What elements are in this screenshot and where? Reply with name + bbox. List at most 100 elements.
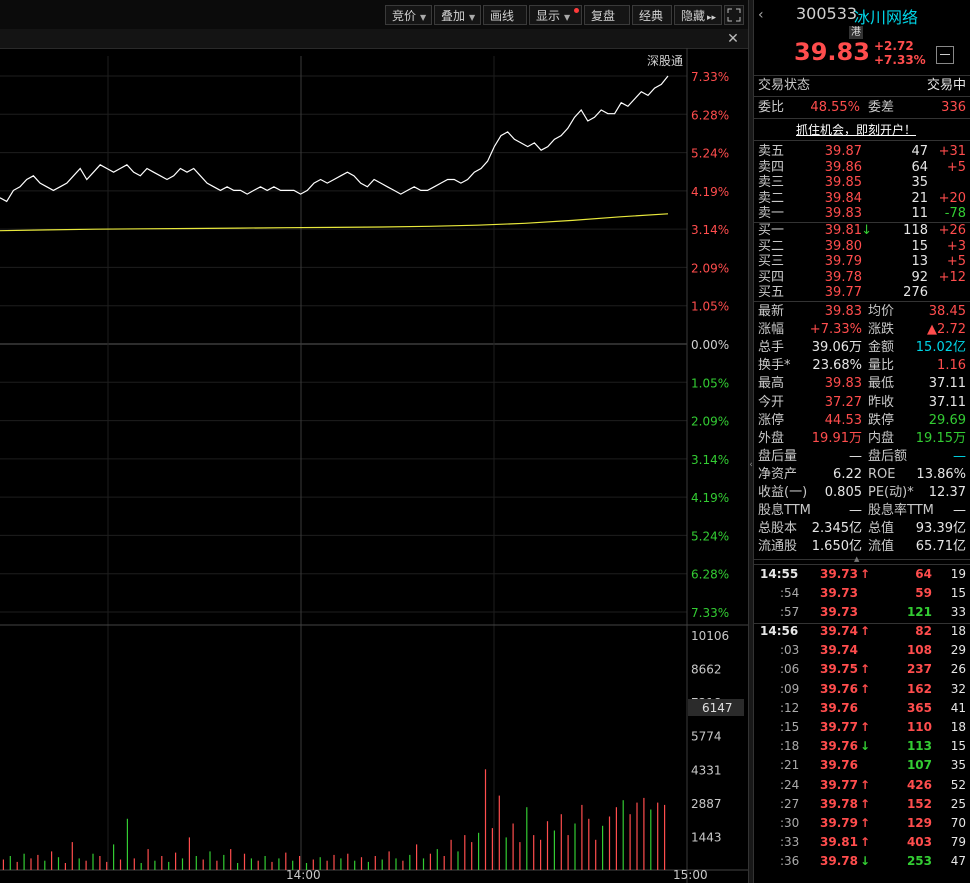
stat-label: ROE	[868, 466, 896, 482]
bids-volume: 118	[903, 223, 928, 238]
stat-value: —	[953, 448, 966, 464]
intraday-chart[interactable]: 7.33% 6.28% 5.24% 4.19% 3.14% 2.09% 1.05% 0.00%…	[0, 48, 748, 883]
stat-label: 涨跌	[868, 322, 895, 338]
asks-volume: 11	[911, 206, 928, 222]
tick-count: 41	[950, 700, 966, 715]
tick-row: :24 39.77 ↑ 426 52	[758, 776, 968, 795]
price-axis-label: 4.19%	[691, 185, 729, 199]
stat-label: 最高	[758, 376, 785, 392]
asks-change: +20	[938, 190, 966, 206]
stat-value: 15.02亿	[915, 340, 966, 356]
toolbar-button-5[interactable]: 经典	[632, 5, 672, 25]
tick-price: 39.76	[820, 681, 858, 696]
close-icon[interactable]: ✕	[727, 31, 739, 47]
tick-time: 14:56	[760, 624, 799, 638]
stats-row: 收益(一) 0.805 PE(动)* 12.37	[758, 484, 966, 502]
fullscreen-icon[interactable]	[724, 5, 744, 25]
asks-price: 39.85	[824, 175, 862, 191]
tick-time: :06	[780, 662, 800, 677]
up-arrow-icon: ↑	[860, 777, 871, 792]
panel-splitter[interactable]	[748, 0, 754, 883]
toolbar-button-6[interactable]: 隐藏 ▸▸	[674, 5, 722, 25]
stat-label: 涨停	[758, 412, 785, 428]
asks-row[interactable]: 卖四 39.86 64 +5	[758, 160, 966, 176]
hide-arrows-icon: ▸▸	[707, 13, 717, 23]
bids-row[interactable]: 买一 39.81 ↓ 118 +26	[758, 223, 966, 239]
price-axis-label: 7.33%	[691, 606, 729, 620]
asks-label: 卖五	[758, 144, 785, 159]
stats-row: 最高 39.83 最低 37.11	[758, 375, 966, 393]
tick-row: :30 39.79 ↑ 129 70	[758, 814, 968, 833]
price-axis-label: 1.05%	[691, 300, 729, 314]
bids-row[interactable]: 买四 39.78 92 +12	[758, 270, 966, 286]
stat-label: 股息率TTM	[868, 503, 934, 519]
stat-value: 38.45	[928, 304, 966, 319]
bids-price: 39.79	[824, 254, 862, 270]
chart-subbar	[0, 29, 748, 49]
asks-label: 卖二	[758, 190, 785, 206]
price-axis-label: 3.14%	[691, 453, 729, 467]
time-label: 14:00	[286, 868, 321, 882]
asks-row[interactable]: 卖一 39.83 11 -78	[758, 206, 966, 222]
stat-value: 39.83	[824, 376, 862, 392]
tick-separator	[754, 623, 970, 624]
stats-row: 今开 37.27 昨收 37.11	[758, 394, 966, 412]
stat-value: 23.68%	[812, 358, 862, 374]
stats-row: 换手* 23.68% 量比 1.16	[758, 357, 966, 375]
tick-volume: 110	[906, 720, 932, 734]
tick-price: 39.73	[820, 605, 858, 620]
splitter-arrow-icon[interactable]: ‹	[749, 460, 753, 470]
asks-change: +31	[938, 144, 966, 159]
stat-label: 换手*	[758, 358, 791, 374]
stat-label: 流值	[868, 539, 895, 555]
bids-row[interactable]: 买三 39.79 13 +5	[758, 254, 966, 270]
tick-volume: 253	[906, 854, 932, 869]
asks-row[interactable]: 卖五 39.87 47 +31	[758, 144, 966, 160]
asks-row[interactable]: 卖二 39.84 21 +20	[758, 191, 966, 207]
collapse-arrow-icon[interactable]: ▲	[854, 555, 860, 563]
tick-price: 39.81	[820, 835, 858, 850]
tick-price: 39.76	[820, 758, 858, 773]
stat-label: 盘后量	[758, 448, 798, 464]
stats-row: 外盘 19.91万 内盘 19.15万	[758, 430, 966, 448]
tick-volume: 64	[915, 567, 932, 581]
open-account-link[interactable]: 抓住机会，即刻开户！	[796, 123, 917, 137]
stat-value: 37.11	[928, 394, 966, 410]
tick-volume: 129	[906, 816, 932, 830]
asks-label: 卖四	[758, 159, 785, 175]
down-arrow-icon: ↓	[860, 854, 871, 869]
toolbar-button-label: 经典	[639, 9, 664, 23]
stat-value: 0.805	[824, 485, 862, 500]
volume-marker: 6147	[702, 701, 733, 715]
toolbar-button-1[interactable]: 叠加 ▼	[434, 5, 481, 25]
toolbar-button-0[interactable]: 竞价 ▼	[385, 5, 432, 25]
tick-volume: 108	[906, 643, 932, 658]
bids-row[interactable]: 买五 39.77 276	[758, 285, 966, 301]
tick-time: :36	[780, 854, 800, 869]
bids-volume: 15	[911, 238, 928, 254]
tick-count: 47	[950, 854, 966, 869]
stat-label: 均价	[868, 304, 895, 319]
toolbar-button-2[interactable]: 画线	[483, 5, 527, 25]
tick-row: 14:56 39.74 ↑ 82 18	[758, 622, 968, 641]
stat-value: 12.37	[928, 485, 966, 500]
bids-volume: 276	[903, 285, 928, 301]
volume-axis-label: 2887	[691, 797, 722, 811]
toolbar-button-4[interactable]: 复盘	[584, 5, 630, 25]
stats-row: 涨停 44.53 跌停 29.69	[758, 412, 966, 430]
tick-count: 33	[950, 605, 966, 620]
tick-time: :12	[780, 700, 800, 715]
price-axis-label: 5.24%	[691, 147, 729, 161]
toolbar-button-3[interactable]: 显示 ▼	[529, 5, 582, 25]
bids-label: 买三	[758, 254, 785, 270]
asks-volume: 47	[911, 144, 928, 159]
asks-row[interactable]: 卖三 39.85 35	[758, 175, 966, 191]
toolbar-button-label: 隐藏	[681, 9, 706, 23]
asks-change: -78	[944, 206, 966, 222]
prev-stock-icon[interactable]: ‹	[758, 7, 764, 23]
stock-name[interactable]: 冰川网络	[854, 8, 919, 27]
stat-label: 股息TTM	[758, 503, 811, 519]
minus-icon[interactable]	[936, 46, 954, 64]
up-arrow-icon: ↑	[860, 816, 871, 830]
bids-row[interactable]: 买二 39.80 15 +3	[758, 239, 966, 255]
